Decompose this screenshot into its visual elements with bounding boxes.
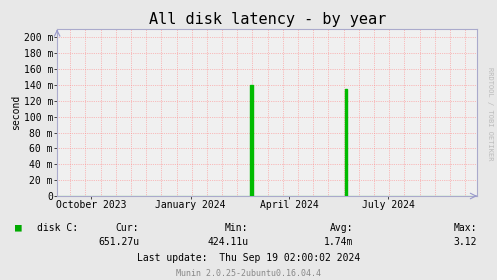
Text: RRDTOOL / TOBI OETIKER: RRDTOOL / TOBI OETIKER [487, 67, 493, 160]
Text: Last update:  Thu Sep 19 02:00:02 2024: Last update: Thu Sep 19 02:00:02 2024 [137, 253, 360, 263]
Bar [250, 85, 252, 196]
Text: Munin 2.0.25-2ubuntu0.16.04.4: Munin 2.0.25-2ubuntu0.16.04.4 [176, 269, 321, 278]
Title: All disk latency - by year: All disk latency - by year [149, 12, 386, 27]
Text: Avg:: Avg: [330, 223, 353, 233]
Text: 1.74m: 1.74m [324, 237, 353, 247]
Text: Cur:: Cur: [116, 223, 139, 233]
Text: 3.12: 3.12 [454, 237, 477, 247]
Text: 651.27u: 651.27u [98, 237, 139, 247]
Text: disk C:: disk C: [37, 223, 79, 233]
Text: ■: ■ [15, 223, 22, 233]
Text: Min:: Min: [225, 223, 248, 233]
Y-axis label: second: second [11, 95, 21, 130]
Bar [344, 89, 347, 196]
Text: 424.11u: 424.11u [207, 237, 248, 247]
Text: Max:: Max: [454, 223, 477, 233]
